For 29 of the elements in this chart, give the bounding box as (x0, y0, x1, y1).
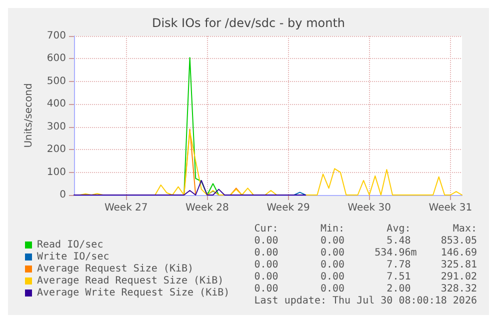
line-series (184, 57, 220, 196)
line-series (74, 180, 306, 196)
text: 0.00 0.00 534.96m 146.69 (254, 248, 477, 258)
text: 0.00 0.00 5.48 853.05 (254, 236, 477, 246)
x-tick-label: Week 27 (104, 202, 148, 214)
x-tick-label: Week 29 (266, 202, 310, 214)
legend-label: Average Write Request Size (KiB) (37, 288, 230, 298)
text: 0.00 0.00 7.78 325.81 (254, 260, 477, 270)
y-tick-label: 300 (46, 121, 66, 132)
legend-label: Average Read Request Size (KiB) (37, 276, 224, 286)
y-tick-label: 500 (46, 76, 66, 87)
y-tick-label: 400 (46, 98, 66, 110)
legend-label: Average Request Size (KiB) (37, 264, 194, 274)
y-tick-label: 600 (46, 53, 66, 64)
text: 0.00 0.00 7.51 291.02 (254, 272, 477, 282)
y-axis-title: Units/second (24, 83, 34, 148)
y-tick-label: 0 (60, 190, 66, 200)
y-tick-label: 100 (46, 166, 66, 178)
x-tick-label: Week 30 (348, 202, 391, 214)
legend-label: Write IO/sec (37, 252, 110, 262)
x-tick-label: Week 28 (186, 202, 229, 214)
text: Cur: Min: Avg: Max: (254, 224, 477, 234)
text: Last update: Thu Jul 30 08:00:18 2026 (254, 296, 477, 306)
legend-label: Read IO/sec (37, 240, 104, 250)
y-tick-label: 200 (46, 144, 66, 156)
text: 0.00 0.00 2.00 328.32 (254, 284, 477, 294)
y-tick-label: 700 (46, 30, 66, 42)
x-tick-label: Week 31 (428, 202, 472, 214)
chart-title: Disk IOs for /dev/sdc - by month (152, 16, 346, 30)
